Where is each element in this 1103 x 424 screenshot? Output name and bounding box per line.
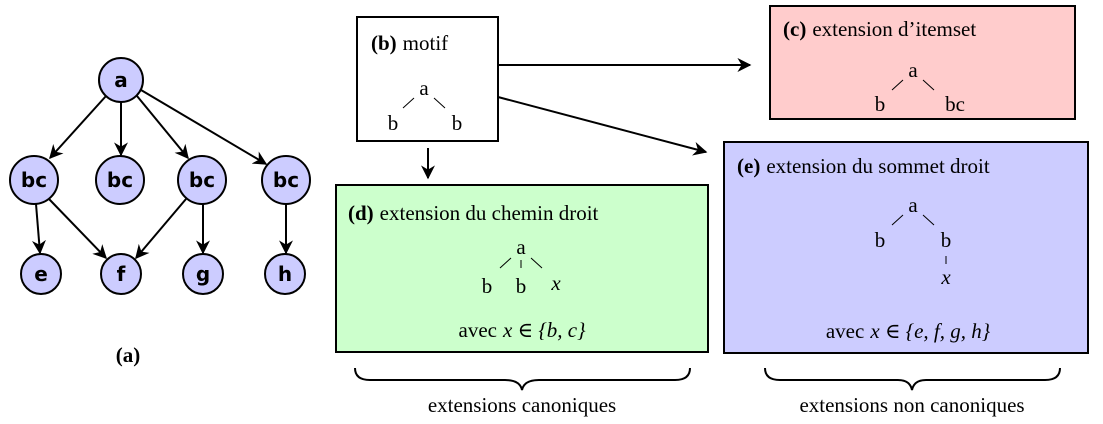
- node-label: bc: [189, 168, 215, 192]
- condition: avec x ∈ {e, f, g, h}: [826, 319, 991, 343]
- tree-node: a: [908, 58, 918, 82]
- graph-edges: [31, 89, 293, 260]
- text: motif: [403, 31, 449, 55]
- tree-node: a: [908, 193, 918, 217]
- tree-node: b: [941, 228, 952, 252]
- text: (b): [371, 31, 397, 55]
- tree-node: a: [419, 76, 429, 100]
- text: (d): [348, 201, 374, 225]
- tree-node: x: [550, 271, 561, 295]
- panel-c: [769, 5, 1076, 120]
- text: (e): [737, 154, 760, 178]
- brace-label: extensions canoniques: [428, 393, 616, 417]
- node-label: a: [114, 68, 128, 92]
- tree-edges: [402, 79, 947, 269]
- node-label: g: [196, 262, 210, 286]
- text: x ∈ {b, c}: [502, 318, 586, 342]
- text: (c): [783, 17, 806, 41]
- node-label: bc: [21, 168, 47, 192]
- node-label: bc: [107, 168, 133, 192]
- tree-node: a: [516, 235, 526, 259]
- text: avec: [826, 319, 864, 343]
- panel-b: [356, 16, 499, 142]
- panel-title: (c) extension d’itemset: [783, 17, 976, 41]
- tree-node: b: [482, 274, 493, 298]
- condition: avec x ∈ {b, c}: [459, 318, 587, 342]
- text: avec: [459, 318, 497, 342]
- text: extension du sommet droit: [766, 154, 990, 178]
- tree-node: b: [875, 92, 886, 116]
- text: extension d’itemset: [812, 17, 976, 41]
- node-label: h: [278, 262, 292, 286]
- tree-node: bc: [945, 92, 965, 116]
- tree-node: b: [452, 111, 463, 135]
- caption: (a): [116, 343, 141, 367]
- panel-title: (b) motif: [371, 31, 448, 55]
- panel-title: (d) extension du chemin droit: [348, 201, 599, 225]
- tree-node: x: [940, 265, 951, 289]
- panel-d: [335, 184, 709, 353]
- graph-nodes: [9, 57, 311, 295]
- panel-title: (e) extension du sommet droit: [737, 154, 990, 178]
- arrows: [421, 58, 752, 180]
- node-label: e: [34, 262, 48, 286]
- text: extension du chemin droit: [380, 201, 599, 225]
- node-label: bc: [273, 168, 299, 192]
- braces: [354, 367, 1061, 391]
- node-label: f: [117, 262, 126, 286]
- tree-node: b: [516, 274, 527, 298]
- tree-node: b: [388, 111, 399, 135]
- panel-e: [723, 141, 1089, 354]
- tree-node: b: [875, 228, 886, 252]
- brace-label: extensions non canoniques: [799, 393, 1024, 417]
- text: x ∈ {e, f, g, h}: [869, 319, 990, 343]
